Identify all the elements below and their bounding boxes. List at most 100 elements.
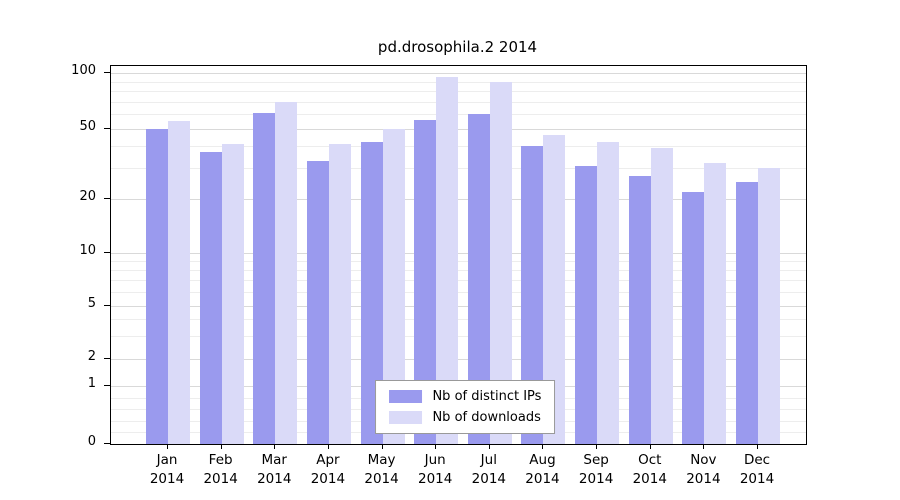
x-tick-year: 2014 <box>739 471 775 487</box>
x-tick-month: Aug <box>529 452 556 468</box>
x-tick-year: 2014 <box>686 471 721 487</box>
chart-title: pd.drosophila.2 2014 <box>377 38 538 56</box>
x-tick-label: Dec 2014 <box>722 451 792 489</box>
y-axis-tick <box>104 443 110 444</box>
bar-downloads <box>758 168 781 444</box>
gridline-major <box>111 129 806 130</box>
bar-distinct-ips <box>146 129 168 444</box>
gridline-minor <box>111 101 806 103</box>
x-tick-month: Jul <box>480 452 497 468</box>
legend-label-distinct-ips: Nb of distinct IPs <box>432 389 542 404</box>
x-tick-year: 2014 <box>471 471 506 487</box>
gridline-major <box>111 73 806 74</box>
bar-distinct-ips <box>199 152 222 444</box>
x-tick-month: Mar <box>261 452 287 468</box>
x-tick-label: Jun 2014 <box>400 451 470 489</box>
y-tick-label: 1 <box>87 376 96 391</box>
bar-downloads <box>489 81 512 444</box>
x-axis-tick <box>649 444 651 449</box>
x-tick-label: May 2014 <box>347 451 417 489</box>
x-tick-month: Jan <box>156 452 178 468</box>
bar-downloads <box>704 163 727 444</box>
gridline-minor <box>111 261 806 263</box>
y-axis-tick <box>104 198 110 199</box>
x-axis-tick <box>435 444 437 449</box>
x-tick-month: Feb <box>208 452 233 468</box>
x-axis-tick <box>596 444 598 449</box>
x-tick-label: Oct 2014 <box>615 451 685 489</box>
x-axis-tick <box>220 444 222 449</box>
bar-distinct-ips <box>306 160 329 444</box>
x-tick-label: Nov 2014 <box>668 451 738 489</box>
bar-distinct-ips <box>682 191 705 444</box>
x-axis-tick <box>327 444 329 449</box>
gridline-minor <box>111 146 806 148</box>
x-tick-month: Apr <box>316 452 340 468</box>
x-tick-year: 2014 <box>257 471 292 487</box>
y-tick-label: 20 <box>79 189 96 204</box>
gridline-minor <box>111 292 806 294</box>
gridline-minor <box>111 81 806 83</box>
x-tick-label: Aug 2014 <box>507 451 577 489</box>
legend-item-downloads: Nb of downloads <box>389 410 541 425</box>
gridline-minor <box>111 114 806 116</box>
plot-area: Nb of distinct IPs Nb of downloads <box>110 65 807 445</box>
gridline-minor <box>111 280 806 282</box>
y-tick-label: 50 <box>79 119 96 134</box>
x-tick-label: Mar 2014 <box>239 451 309 489</box>
gridline-minor <box>111 91 806 93</box>
x-tick-month: Oct <box>638 452 662 468</box>
legend-item-distinct-ips: Nb of distinct IPs <box>389 389 541 404</box>
y-axis-tick <box>104 72 110 73</box>
y-axis-tick <box>104 358 110 359</box>
x-tick-year: 2014 <box>149 471 185 487</box>
gridline-major <box>111 359 806 360</box>
x-tick-label: Jul 2014 <box>454 451 524 489</box>
x-axis-tick <box>703 444 705 449</box>
legend: Nb of distinct IPs Nb of downloads <box>375 380 556 434</box>
x-tick-month: May <box>367 452 396 468</box>
x-tick-label: Apr 2014 <box>293 451 363 489</box>
x-tick-year: 2014 <box>632 471 667 487</box>
legend-label-downloads: Nb of downloads <box>432 410 541 425</box>
x-tick-label: Jan 2014 <box>132 451 202 489</box>
bar-distinct-ips <box>467 114 490 444</box>
y-tick-label: 0 <box>87 434 96 449</box>
y-tick-label: 10 <box>79 243 96 258</box>
x-tick-year: 2014 <box>364 471 399 487</box>
x-axis-tick <box>167 444 168 449</box>
x-tick-year: 2014 <box>310 471 346 487</box>
gridline-major <box>111 253 806 254</box>
x-axis-tick <box>274 444 276 449</box>
bar-downloads <box>275 101 298 444</box>
bar-downloads <box>328 144 351 444</box>
x-tick-month: Jun <box>424 452 446 468</box>
bar-distinct-ips <box>521 146 544 444</box>
gridline-minor <box>111 270 806 272</box>
gridline-minor <box>111 335 806 337</box>
x-tick-year: 2014 <box>578 471 614 487</box>
bar-downloads <box>650 147 673 444</box>
y-axis-tick <box>104 385 110 386</box>
gridline-major <box>111 199 806 200</box>
bar-distinct-ips <box>414 119 437 444</box>
bar-downloads <box>597 142 620 444</box>
x-tick-year: 2014 <box>525 471 560 487</box>
bar-distinct-ips <box>628 176 651 444</box>
bar-downloads <box>221 144 244 444</box>
gridline-minor <box>111 318 806 320</box>
bar-distinct-ips <box>575 165 598 444</box>
x-tick-month: Sep <box>583 452 609 468</box>
x-axis-tick <box>542 444 544 449</box>
gridline-minor <box>111 168 806 170</box>
y-axis-tick <box>104 305 110 306</box>
x-tick-year: 2014 <box>203 471 238 487</box>
legend-swatch-downloads <box>389 411 423 424</box>
y-tick-label: 2 <box>87 349 96 364</box>
bar-downloads <box>543 135 566 444</box>
y-tick-label: 100 <box>71 63 96 78</box>
x-axis-tick <box>381 444 383 449</box>
gridline-major <box>111 306 806 307</box>
bar-downloads <box>382 129 405 444</box>
